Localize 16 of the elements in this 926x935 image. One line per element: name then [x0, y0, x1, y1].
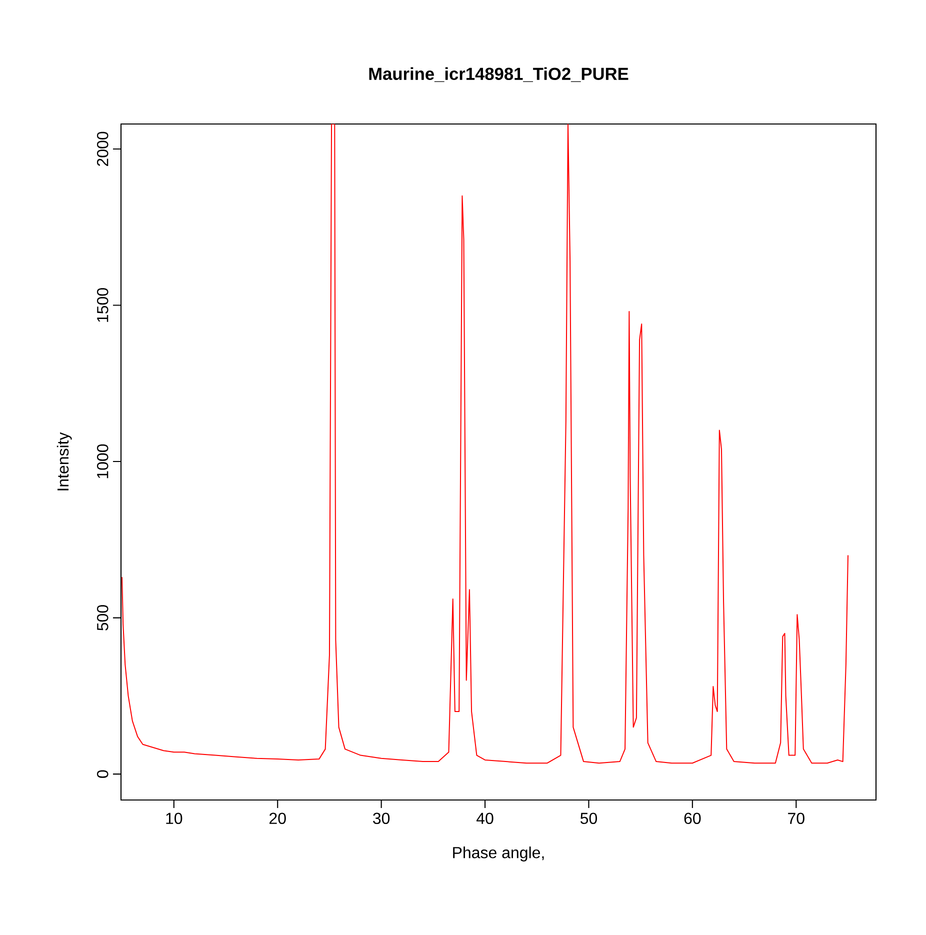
x-tick-label: 50: [580, 812, 598, 824]
chart-title: Maurine_icr148981_TiO2_PURE: [369, 67, 628, 82]
x-tick-label: 20: [269, 812, 286, 824]
x-axis-title: Phase angle,: [453, 846, 544, 862]
y-tick-label: 0: [96, 770, 108, 778]
y-tick-label: 500: [96, 605, 108, 630]
y-axis-title: Intensity: [56, 432, 72, 490]
x-tick-label: 40: [476, 812, 494, 824]
y-tick-label: 1000: [96, 444, 108, 478]
y-tick-label: 2000: [96, 132, 108, 166]
x-tick-label: 60: [684, 812, 701, 824]
x-tick-label: 10: [166, 812, 182, 824]
y-tick-label: 1500: [96, 288, 108, 322]
x-tick-label: 70: [788, 812, 804, 824]
line-series: [122, 124, 848, 764]
x-tick-label: 30: [373, 812, 390, 824]
